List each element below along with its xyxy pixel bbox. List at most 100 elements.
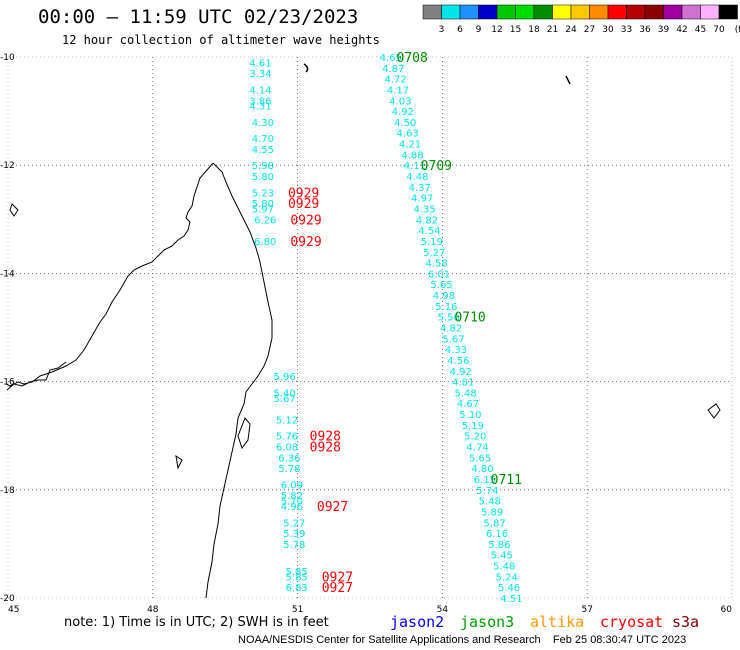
colorbar-label: 24 — [565, 25, 577, 35]
wave-height-value: 4.54 — [418, 226, 440, 237]
wave-height-value: 5.76 — [276, 432, 298, 443]
pass-time-label: 0929 — [290, 235, 321, 250]
colorbar-label: 33 — [621, 25, 632, 35]
wave-height-value: 5.40 — [273, 388, 295, 399]
colorbar-label: 9 — [476, 25, 482, 35]
lon-label: 51 — [292, 605, 303, 615]
wave-height-value: 5.86 — [488, 540, 510, 551]
wave-height-value: 4.70 — [252, 134, 274, 145]
colorbar-swatch — [478, 4, 498, 20]
legend-cryosat: cryosat — [600, 613, 663, 631]
wave-height-value: 5.67 — [273, 394, 295, 405]
pass-time-label: 0710 — [454, 311, 485, 326]
footer-legend: note: 1) Time is in UTC; 2) SWH is in fe… — [64, 613, 699, 631]
map-frame — [7, 56, 733, 599]
colorbar-swatch — [644, 4, 664, 20]
wave-height-value: 4.50 — [394, 118, 416, 129]
wave-height-value: 5.85 — [286, 572, 308, 583]
wave-height-value: 5.27 — [283, 518, 305, 529]
wave-height-value: 4.88 — [401, 150, 423, 161]
pass-time-label: 0929 — [288, 186, 319, 201]
colorbar-label: 45 — [695, 25, 706, 35]
page-title: 00:00 – 11:59 UTC 02/23/2023 — [38, 6, 359, 28]
wave-height-value: 5.70 — [281, 497, 303, 508]
wave-height-value: 5.67 — [442, 334, 464, 345]
wave-height-value: 4.87 — [382, 64, 404, 75]
colorbar-label: 15 — [510, 25, 521, 35]
wave-height-value: 4.97 — [411, 194, 433, 205]
track-labels: 4.654.874.724.174.034.924.504.634.214.88… — [249, 51, 522, 605]
pass-time-label: 0709 — [421, 159, 452, 174]
wave-height-value: 4.96 — [281, 502, 303, 513]
credit-line: NOAA/NESDIS Center for Satellite Applica… — [238, 634, 686, 646]
wave-height-value: 4.80 — [471, 464, 493, 475]
wave-height-value: 6.26 — [254, 215, 276, 226]
wave-height-value: 6.83 — [286, 583, 308, 594]
wave-height-value: 5.23 — [252, 188, 274, 199]
legend-s3a: s3a — [672, 613, 699, 631]
colorbar-swatch — [681, 4, 701, 20]
colorbar-label: 70 — [713, 25, 725, 35]
wave-height-value: 5.96 — [273, 372, 295, 383]
wave-height-value: 6.01 — [428, 269, 450, 280]
wave-height-value: 5.46 — [498, 583, 520, 594]
pass-time-label: 0928 — [310, 430, 341, 445]
pass-time-label: 0711 — [491, 473, 522, 488]
wave-height-value: 3.34 — [249, 69, 271, 80]
legend-altika: altika — [530, 613, 584, 631]
timestamp-text: Feb 25 08:30:47 UTC 2023 — [552, 634, 687, 646]
wave-height-value: 4.58 — [426, 259, 448, 270]
wave-height-value: 6.15 — [474, 475, 496, 486]
pass-time-label: 0929 — [290, 213, 321, 228]
map-grid — [7, 56, 733, 599]
wave-height-value: 5.80 — [252, 199, 274, 210]
wave-height-value: 4.17 — [387, 85, 409, 96]
colorbar-swatch — [700, 4, 720, 20]
pass-time-label: 0927 — [317, 500, 348, 515]
wave-height-value: 5.74 — [476, 486, 498, 497]
wave-height-value: 4.92 — [392, 107, 414, 118]
credit-text: NOAA/NESDIS Center for Satellite Applica… — [238, 634, 541, 646]
colorbar-swatch — [570, 4, 590, 20]
wave-height-value: 5.80 — [252, 172, 274, 183]
pass-time-label: 0929 — [288, 197, 319, 212]
wave-height-value: 3.86 — [249, 96, 271, 107]
wave-height-value: 5.20 — [464, 432, 486, 443]
wave-height-value: 5.85 — [286, 567, 308, 578]
wave-height-value: 5.27 — [423, 248, 445, 259]
colorbar-swatch — [607, 4, 627, 20]
wave-height-value: 4.35 — [413, 204, 435, 215]
colorbar-label: 3 — [439, 25, 445, 35]
colorbar-swatch — [552, 4, 572, 20]
wave-height-value: 4.74 — [467, 443, 489, 454]
pass-time-label: 0927 — [322, 581, 353, 596]
comoros-islet — [9, 203, 183, 470]
lat-label: -18 — [0, 486, 15, 496]
colorbar-label: 42 — [676, 25, 687, 35]
wave-height-value: 6.36 — [278, 453, 300, 464]
wave-height-value: 5.65 — [430, 280, 452, 291]
wave-height-value: 4.33 — [445, 345, 467, 356]
lat-label: -20 — [0, 594, 15, 604]
wave-height-value: 5.48 — [493, 562, 515, 573]
wave-height-value: 4.11 — [404, 161, 426, 172]
wave-height-value: 4.03 — [389, 96, 411, 107]
wave-height-value: 6.80 — [254, 237, 276, 248]
colorbar-label: 6 — [457, 25, 463, 35]
madagascar-coastline — [5, 162, 214, 391]
islet — [237, 417, 251, 450]
pass-time-label: 0927 — [322, 570, 353, 585]
wave-height-value: 4.67 — [457, 399, 479, 410]
wave-height-value: 5.48 — [454, 388, 476, 399]
legend-jason3: jason3 — [460, 613, 514, 631]
colorbar-label: 12 — [491, 25, 502, 35]
colorbar-unit: (ft) — [735, 25, 740, 35]
wave-height-value: 4.48 — [406, 172, 428, 183]
wave-height-value: 5.16 — [435, 302, 457, 313]
wave-height-value: 5.78 — [278, 464, 300, 475]
colorbar-swatch — [422, 4, 442, 20]
wave-height-value: 4.72 — [384, 75, 406, 86]
wave-height-value: 5.10 — [459, 410, 481, 421]
